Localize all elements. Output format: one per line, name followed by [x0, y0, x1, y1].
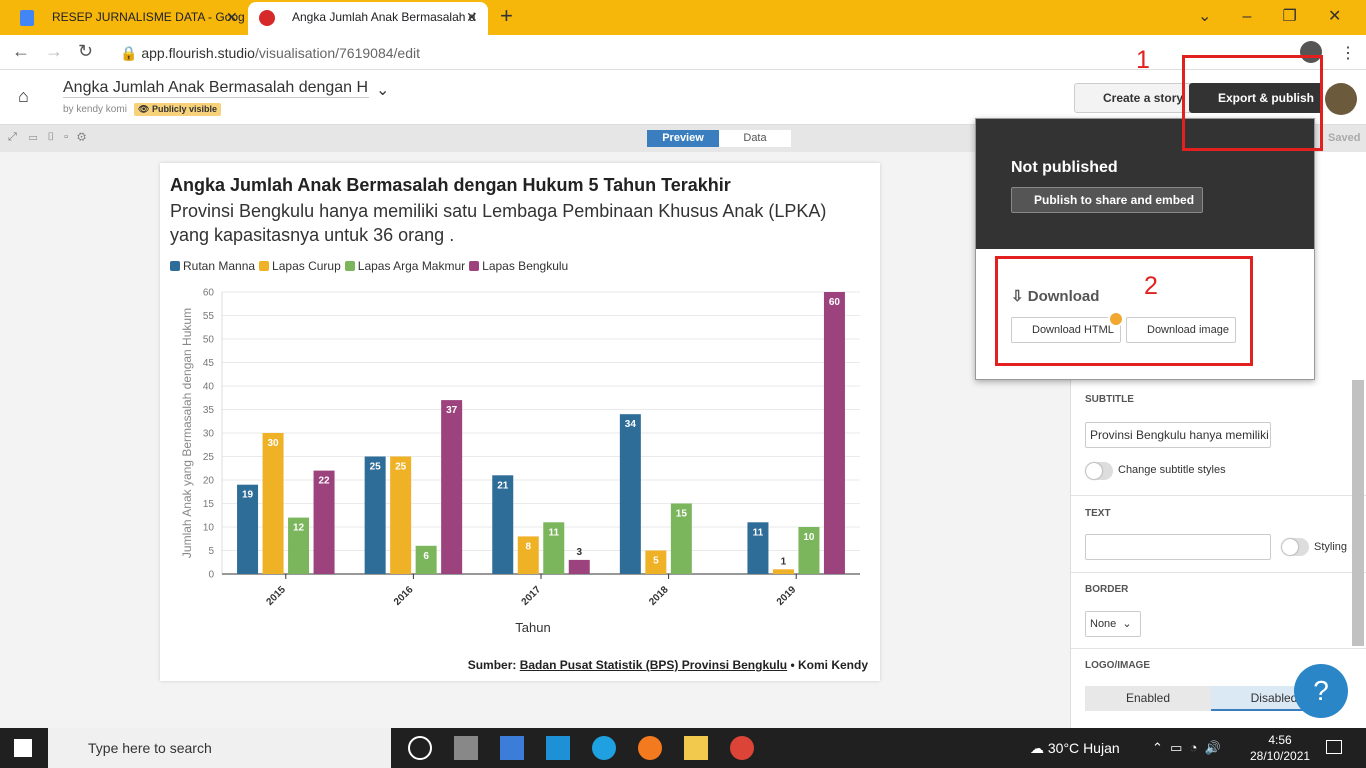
toggle-label: Change subtitle styles: [1118, 464, 1226, 476]
download-heading-text: Download: [1027, 288, 1100, 305]
menu[interactable]: ⋮: [1340, 45, 1356, 62]
window-controls[interactable]: ⌄ – ❐ ✕: [1198, 8, 1342, 25]
download-image[interactable]: Download image: [1126, 317, 1236, 343]
chart-card: Angka Jumlah Anak Bermasalah dengan Huku…: [160, 163, 880, 681]
nav-buttons[interactable]: ← → ↻: [12, 41, 94, 61]
legend-swatch: [170, 261, 180, 271]
chart-title: Angka Jumlah Anak Bermasalah dengan Huku…: [170, 175, 731, 195]
legend-label: Lapas Arga Makmur: [357, 259, 466, 273]
download-html[interactable]: Download HTML: [1011, 317, 1121, 343]
source-suffix: • Komi Kendy: [790, 658, 868, 672]
view-icons[interactable]: ⤢ ▭ ▯ ▫ ⚙: [8, 131, 87, 143]
start-button[interactable]: [14, 739, 32, 757]
address-bar: ← → ↻ 🔒 app.flourish.studio/visualisatio…: [0, 35, 1366, 70]
author: by kendy komi: [63, 104, 127, 115]
toggle[interactable]: [1085, 462, 1113, 480]
section-label: LOGO/IMAGE: [1085, 660, 1150, 671]
close-tab[interactable]: ✕: [466, 9, 478, 25]
divider: [1071, 572, 1366, 573]
flourish-icon: [259, 10, 275, 26]
section-label: BORDER: [1085, 584, 1129, 595]
scrollbar[interactable]: [1352, 380, 1364, 646]
text-input[interactable]: [1085, 534, 1271, 560]
legend-swatch: [259, 261, 270, 271]
home[interactable]: ⌂: [18, 86, 29, 106]
title-dropdown[interactable]: ⌄: [376, 82, 390, 99]
legend-label: Lapas Bengkulu: [482, 259, 569, 273]
highlight-box: [1182, 55, 1323, 151]
legend-swatch: [344, 261, 355, 271]
vis-title[interactable]: Angka Jumlah Anak Bermasalah dengan Huku: [63, 79, 369, 98]
notifications[interactable]: [1326, 740, 1342, 754]
legend-item[interactable]: Lapas Arga Makmur: [344, 259, 466, 273]
weather-text: Hujan: [1083, 740, 1120, 756]
tab[interactable]: RESEP JURNALISME DATA - Goog: [8, 2, 246, 35]
section-label: TEXT: [1085, 508, 1111, 519]
publish-button[interactable]: Publish to share and embed: [1011, 187, 1204, 213]
divider: [1071, 495, 1366, 496]
docs-icon: [20, 10, 34, 26]
taskbar: Type here to search ☁ 30°C Hujan ⌃ ▭ ◔ 🔊…: [0, 728, 1366, 768]
create-story[interactable]: Create a story: [1074, 83, 1193, 113]
tab-title: RESEP JURNALISME DATA - Goog: [52, 10, 245, 24]
save-status: Saved: [1328, 132, 1361, 144]
preview-tab[interactable]: Preview: [647, 130, 719, 147]
source-prefix: Sumber:: [467, 658, 517, 672]
export-menu: Not published Publish to share and embed…: [975, 118, 1315, 380]
url-path: /visualisation/7619084/edit: [254, 45, 420, 61]
tab-bar: RESEP JURNALISME DATA - Goog ✕ Angka Jum…: [0, 0, 1366, 35]
highlight-box: [995, 256, 1253, 366]
legend-item[interactable]: Lapas Bengkulu: [469, 259, 568, 273]
tab-active[interactable]: Angka Jumlah Anak Bermasalah d: [248, 2, 488, 35]
flourish-header: ⌂ Angka Jumlah Anak Bermasalah dengan Hu…: [0, 70, 1366, 125]
publish-status: Not published: [1011, 159, 1118, 176]
legend: Rutan Manna Lapas Curup Lapas Arga Makmur L…: [170, 259, 568, 273]
date: 28/10/2021: [1250, 749, 1311, 763]
chart-subtitle: Provinsi Bengkulu hanya memiliki satu Le…: [170, 201, 827, 245]
legend-item[interactable]: Rutan Manna: [170, 259, 255, 273]
toggle[interactable]: [1281, 538, 1309, 556]
logo-option[interactable]: Enabled: [1085, 686, 1211, 711]
subtitle-input[interactable]: Provinsi Bengkulu hanya memiliki sat: [1085, 422, 1271, 448]
temperature: 30°C: [1047, 740, 1080, 756]
legend-swatch: [469, 261, 480, 271]
url[interactable]: 🔒 app.flourish.studio/visualisation/7619…: [120, 45, 420, 61]
weather[interactable]: ☁ 30°C Hujan: [1030, 740, 1120, 756]
legend-label: Lapas Curup: [272, 259, 341, 273]
tab-title: Angka Jumlah Anak Bermasalah d: [292, 10, 476, 24]
pinned-apps[interactable]: [408, 736, 754, 760]
close-tab[interactable]: ✕: [226, 9, 238, 25]
visibility: Publicly visible: [151, 104, 217, 114]
search-box[interactable]: Type here to search: [48, 728, 391, 768]
annotation-number: 2: [1144, 272, 1158, 300]
download-heading: ⇩ Download: [1011, 288, 1100, 305]
avatar[interactable]: [1325, 83, 1357, 115]
toggle-label: Styling: [1314, 541, 1348, 553]
divider: [1071, 648, 1366, 649]
url-host: app.flourish.studio: [141, 45, 255, 61]
legend-label: Rutan Manna: [183, 259, 256, 273]
visibility-badge: 👁 Publicly visible: [134, 103, 221, 116]
new-tab[interactable]: +: [500, 3, 513, 28]
data-tab[interactable]: Data: [719, 130, 791, 147]
source-link[interactable]: Badan Pusat Statistik (BPS) Provinsi Ben…: [519, 658, 788, 672]
time: 4:56: [1268, 733, 1292, 747]
border-value: None: [1090, 618, 1117, 630]
tray-icons[interactable]: ⌃ ▭ ◔ 🔊: [1152, 740, 1221, 755]
legend-item[interactable]: Lapas Curup: [259, 259, 341, 273]
annotation-number: 1: [1136, 46, 1150, 74]
section-label: SUBTITLE: [1085, 394, 1134, 405]
border-select[interactable]: None ⌄: [1085, 611, 1141, 637]
publish-section: [976, 119, 1314, 249]
help-button[interactable]: ?: [1294, 664, 1348, 718]
clock[interactable]: 4:56 28/10/2021: [1250, 732, 1310, 764]
source: Sumber: Badan Pusat Statistik (BPS) Prov…: [468, 658, 868, 672]
premium-badge: [1108, 311, 1124, 327]
